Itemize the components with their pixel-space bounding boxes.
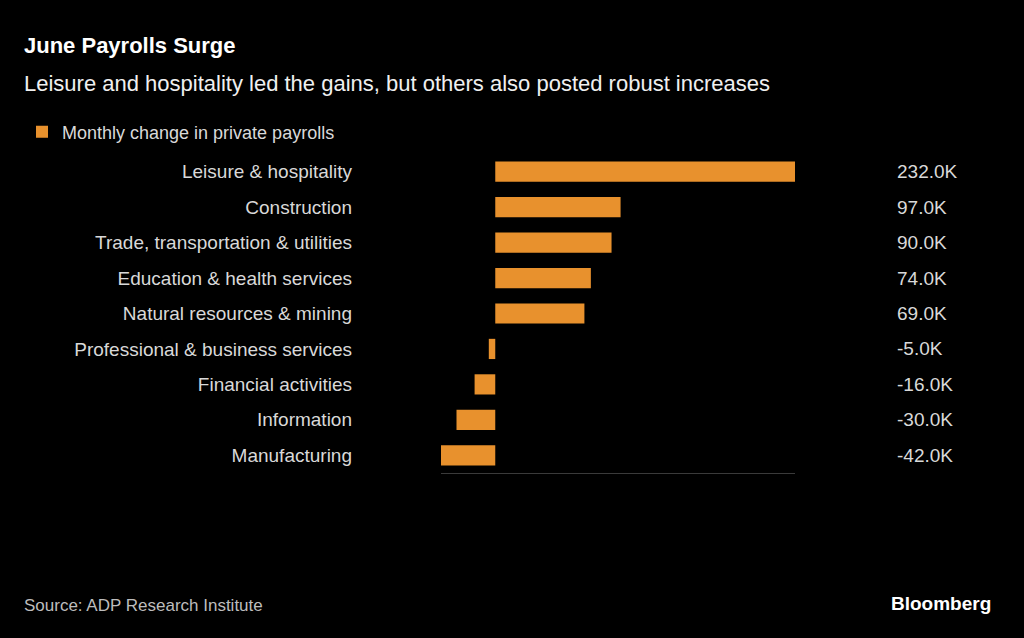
svg-text:-5.0K: -5.0K: [897, 338, 943, 359]
svg-text:97.0K: 97.0K: [897, 197, 947, 218]
svg-text:June Payrolls Surge: June Payrolls Surge: [24, 33, 236, 58]
svg-text:Financial activities: Financial activities: [198, 374, 352, 395]
svg-text:Manufacturing: Manufacturing: [232, 445, 352, 466]
svg-text:-16.0K: -16.0K: [897, 374, 953, 395]
svg-text:232.0K: 232.0K: [897, 161, 958, 182]
svg-text:Leisure and hospitality led th: Leisure and hospitality led the gains, b…: [24, 71, 770, 96]
svg-text:Information: Information: [257, 409, 352, 430]
svg-text:Bloomberg: Bloomberg: [891, 593, 991, 614]
svg-text:Monthly change in private payr: Monthly change in private payrolls: [62, 123, 334, 143]
svg-text:Education & health services: Education & health services: [118, 268, 352, 289]
svg-text:Professional & business servic: Professional & business services: [74, 339, 352, 360]
svg-text:74.0K: 74.0K: [897, 268, 947, 289]
svg-text:Construction: Construction: [245, 197, 352, 218]
svg-text:Natural resources & mining: Natural resources & mining: [123, 303, 352, 324]
svg-text:-42.0K: -42.0K: [897, 445, 953, 466]
svg-text:Trade, transportation & utilit: Trade, transportation & utilities: [95, 232, 352, 253]
svg-text:Source: ADP Research Institute: Source: ADP Research Institute: [24, 596, 263, 615]
svg-text:Leisure & hospitality: Leisure & hospitality: [182, 161, 353, 182]
svg-text:-30.0K: -30.0K: [897, 409, 953, 430]
svg-text:90.0K: 90.0K: [897, 232, 947, 253]
svg-text:69.0K: 69.0K: [897, 303, 947, 324]
